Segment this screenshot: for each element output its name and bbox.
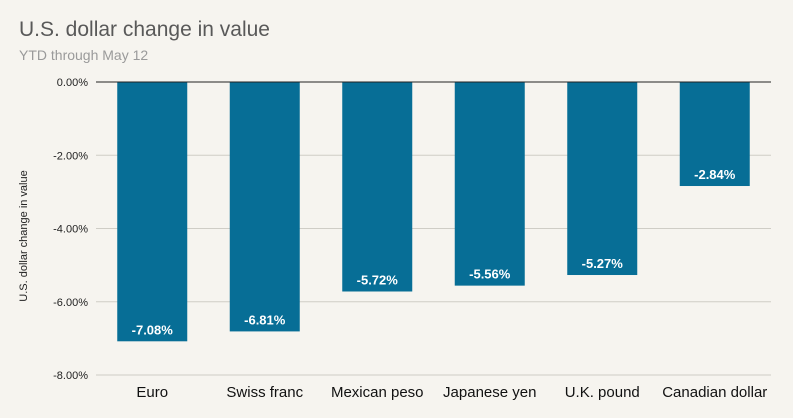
data-label: -6.81% [244,312,286,327]
data-label: -5.56% [469,267,511,282]
bar [454,82,525,286]
chart-title: U.S. dollar change in value [19,18,270,41]
y-tick-label: -2.00% [53,150,88,162]
y-tick-label: -8.00% [53,370,88,382]
y-tick-label: -6.00% [53,297,88,309]
bar [567,82,638,276]
x-tick-label: Japanese yen [443,384,536,401]
x-tick-label: Mexican peso [331,384,424,401]
y-axis-label: U.S. dollar change in value [18,170,30,301]
x-tick-label: U.K. pound [565,384,640,401]
y-tick-label: 0.00% [57,77,88,89]
chart-subtitle: YTD through May 12 [19,47,149,63]
data-label: -7.08% [132,322,174,337]
y-tick-label: -4.00% [53,224,88,236]
bar [229,82,300,332]
x-tick-label: Swiss franc [226,384,303,401]
bar [117,82,188,342]
bar [342,82,413,292]
x-tick-label: Euro [136,384,168,401]
data-label: -5.27% [582,256,624,271]
data-label: -2.84% [694,167,736,182]
x-tick-label: Canadian dollar [662,384,767,401]
bar [679,82,750,187]
data-label: -5.72% [357,272,399,287]
